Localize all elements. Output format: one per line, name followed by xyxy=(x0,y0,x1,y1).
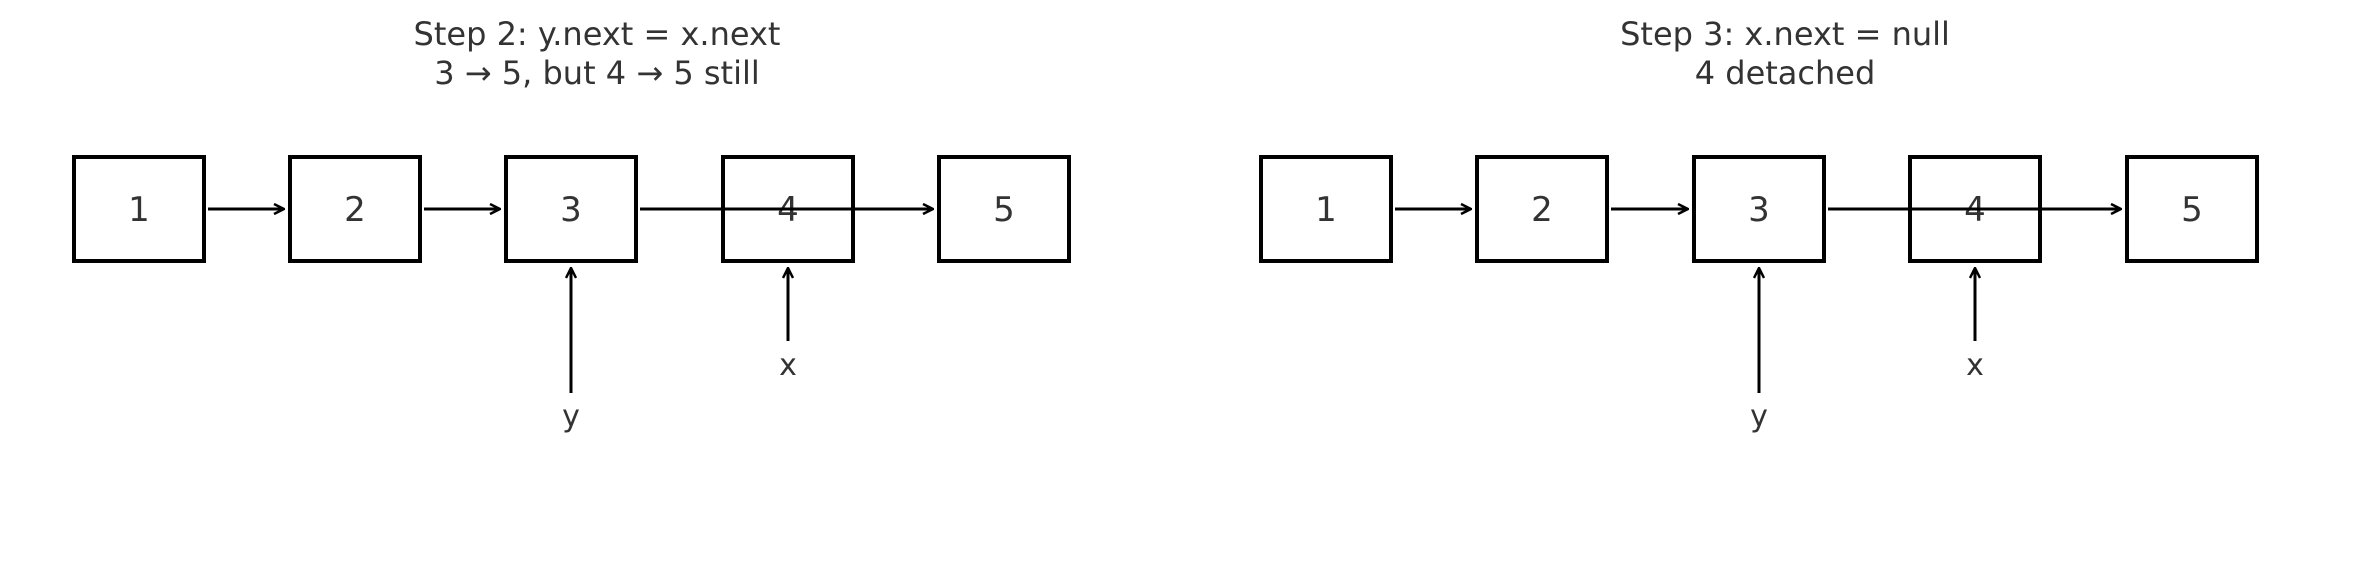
node-box xyxy=(504,155,638,263)
panel-step-3: Step 3: x.next = null 4 detached 1 2 3 4… xyxy=(1259,15,2259,434)
node-value: 5 xyxy=(2181,190,2203,230)
node-box xyxy=(288,155,422,263)
node-box xyxy=(937,155,1071,263)
list-node: 1 xyxy=(72,155,206,263)
panel-title-line-2: 3 → 5, but 4 → 5 still xyxy=(434,54,759,92)
list-node: 3 xyxy=(504,155,638,263)
node-value: 5 xyxy=(993,190,1015,230)
node-value: 3 xyxy=(560,190,582,230)
panel-step-2: Step 2: y.next = x.next 3 → 5, but 4 → 5… xyxy=(72,15,1071,434)
node-value: 2 xyxy=(344,190,366,230)
list-node: 2 xyxy=(288,155,422,263)
node-box xyxy=(1475,155,1609,263)
list-node: 3 xyxy=(1692,155,1826,263)
node-box xyxy=(72,155,206,263)
node-box xyxy=(1692,155,1826,263)
pointer-label-x: x xyxy=(779,348,797,383)
list-node: 2 xyxy=(1475,155,1609,263)
node-value: 1 xyxy=(128,190,150,230)
pointer-label-x: x xyxy=(1966,348,1984,383)
list-node: 5 xyxy=(937,155,1071,263)
node-value: 2 xyxy=(1531,190,1553,230)
panel-title-line-2: 4 detached xyxy=(1695,54,1876,92)
pointer-label-y: y xyxy=(562,399,580,434)
panel-title-line-1: Step 2: y.next = x.next xyxy=(414,15,781,53)
node-value: 3 xyxy=(1748,190,1770,230)
list-node: 5 xyxy=(2125,155,2259,263)
pointer-label-y: y xyxy=(1750,399,1768,434)
list-node: 1 xyxy=(1259,155,1393,263)
node-box xyxy=(2125,155,2259,263)
panel-title-line-1: Step 3: x.next = null xyxy=(1620,15,1950,53)
node-value: 1 xyxy=(1315,190,1337,230)
node-box xyxy=(1259,155,1393,263)
